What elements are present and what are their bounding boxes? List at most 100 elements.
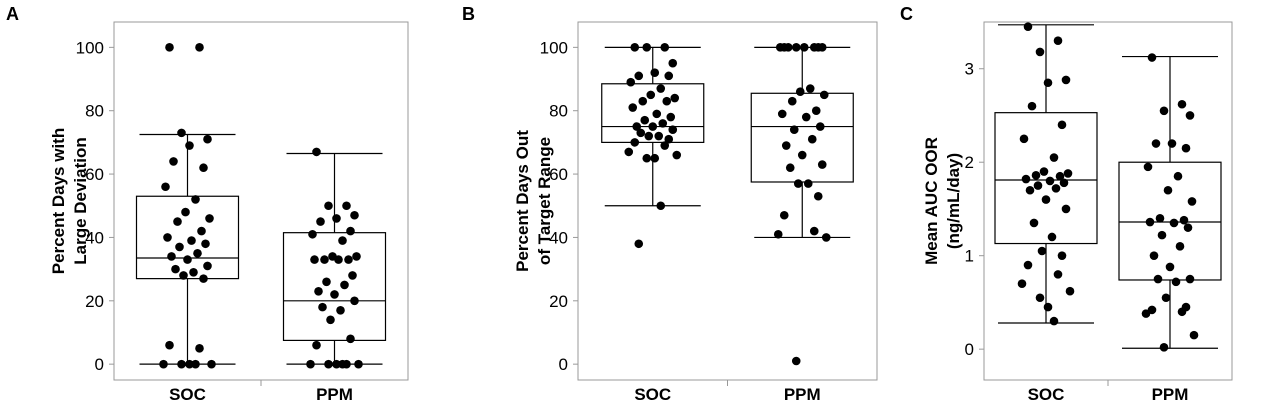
data-point [811, 106, 821, 116]
panel-letter: A [6, 4, 19, 24]
data-point [799, 43, 809, 52]
data-point [346, 334, 355, 344]
data-point [1035, 47, 1045, 57]
x-tick-label: PPM [1152, 385, 1189, 404]
data-point [1175, 242, 1185, 251]
data-point [628, 103, 638, 112]
data-point [797, 150, 807, 160]
data-point [1059, 178, 1069, 188]
data-point [1039, 167, 1049, 176]
plot-frame [577, 21, 878, 381]
x-tick-label: SOC [634, 385, 671, 404]
data-point [163, 233, 172, 242]
y-axis-label-line: Mean AUC OOR [922, 137, 941, 265]
data-point [330, 290, 339, 299]
data-point [624, 147, 634, 157]
data-point [795, 87, 805, 96]
data-point [354, 359, 363, 369]
y-tick-label: 1 [965, 247, 974, 266]
data-point [658, 119, 668, 128]
data-point [1177, 99, 1187, 109]
data-point [310, 255, 319, 264]
data-point [1043, 78, 1053, 88]
data-point [312, 147, 321, 157]
box-soc [994, 22, 1098, 326]
data-point [664, 71, 674, 81]
data-point [187, 236, 196, 245]
x-tick-label: PPM [316, 385, 353, 404]
data-point [664, 134, 674, 144]
data-point [326, 315, 335, 325]
data-point [817, 160, 827, 169]
data-point [177, 359, 186, 369]
data-point [159, 359, 168, 369]
y-tick-label: 60 [549, 165, 568, 184]
data-point [1057, 251, 1067, 260]
data-point [646, 90, 656, 100]
data-point [1143, 162, 1153, 172]
x-tick-label: SOC [1028, 385, 1065, 404]
data-point [1161, 293, 1171, 303]
y-tick-label: 60 [85, 165, 104, 184]
data-point [1049, 316, 1059, 326]
data-point [632, 122, 642, 131]
data-point [179, 271, 188, 280]
panel-C: C Mean AUC OOR (ng/mL/day) 0 1 2 3 SOC PPM [900, 4, 1233, 404]
data-point [1041, 195, 1051, 204]
y-axis-label: Percent Days Out of Target Range [513, 130, 554, 272]
data-point [1171, 277, 1181, 287]
data-point [1169, 218, 1179, 228]
data-point [781, 141, 791, 150]
data-point [1031, 170, 1041, 180]
data-point [197, 226, 206, 236]
data-point [185, 141, 194, 150]
data-point [314, 286, 323, 296]
data-point [344, 255, 353, 264]
data-point [318, 302, 327, 312]
data-point [342, 201, 351, 211]
data-point [634, 71, 644, 81]
data-point [185, 359, 194, 369]
data-point [668, 125, 678, 135]
y-tick-label: 0 [559, 355, 568, 374]
panel-letter: B [462, 4, 475, 24]
data-point [630, 43, 640, 52]
data-point [1063, 169, 1073, 178]
data-point [171, 264, 180, 274]
data-point [1183, 223, 1193, 232]
data-point [165, 43, 174, 52]
data-point [819, 90, 829, 100]
data-point [1159, 106, 1169, 116]
data-point [332, 359, 341, 369]
data-point [1141, 309, 1151, 318]
data-point [1023, 22, 1033, 31]
data-point [334, 255, 343, 264]
data-point [636, 128, 646, 138]
data-point [626, 77, 636, 87]
data-point [1035, 293, 1045, 303]
data-point [1049, 153, 1059, 162]
data-point [320, 255, 329, 264]
data-point [1185, 274, 1195, 284]
data-point [789, 125, 799, 135]
data-point [1061, 75, 1071, 85]
data-point [199, 274, 208, 283]
data-point [648, 122, 658, 131]
data-point [1151, 139, 1161, 148]
data-point [1017, 279, 1027, 289]
data-point [783, 43, 793, 52]
data-point [324, 201, 333, 211]
data-point [1185, 111, 1195, 120]
data-point [338, 359, 347, 369]
data-point [322, 277, 331, 287]
data-point [207, 359, 216, 369]
data-point [167, 252, 176, 261]
data-point [191, 195, 200, 204]
data-point [1177, 307, 1187, 317]
data-point [195, 43, 204, 52]
data-point [775, 43, 785, 52]
data-point [1163, 185, 1173, 195]
data-point [1187, 197, 1197, 206]
data-point [205, 214, 214, 223]
